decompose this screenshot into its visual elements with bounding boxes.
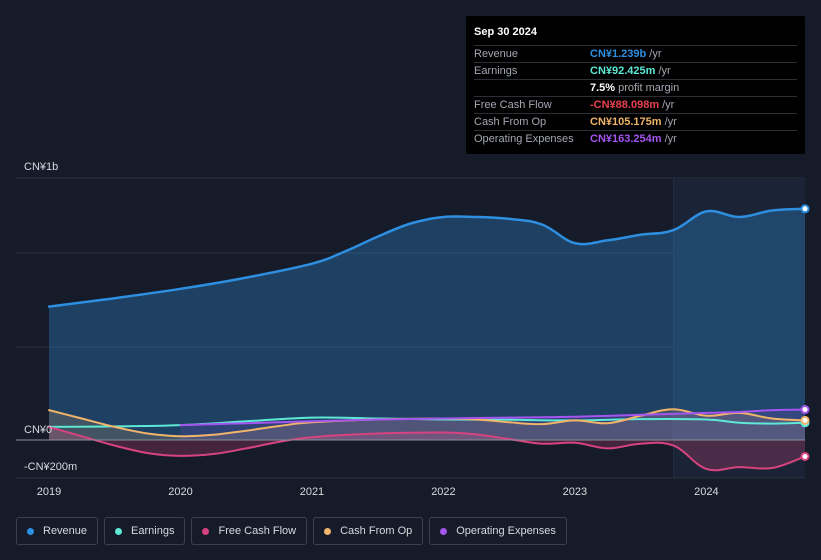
y-label-top: CN¥1b [24, 161, 58, 173]
x-label-2024: 2024 [694, 486, 718, 498]
tooltip-row-value: 7.5% [590, 82, 616, 94]
operating-expenses-area [180, 409, 805, 440]
legend-dot-icon [324, 527, 332, 535]
legend-item-revenue[interactable]: Revenue [16, 517, 99, 545]
legend-item-earnings[interactable]: Earnings [104, 517, 186, 545]
tooltip-row-operating-expenses: Operating Expenses CN¥163.254m/yr [474, 130, 797, 147]
legend-label: Free Cash Flow [218, 525, 297, 537]
tooltip-row-unit: /yr [649, 48, 662, 60]
tooltip-row-value: CN¥1.239b [590, 48, 647, 60]
legend-dot-icon [202, 527, 210, 535]
legend-dot-icon [27, 527, 34, 535]
legend-dot-icon [115, 527, 123, 535]
tooltip-row-label: Cash From Op [474, 116, 547, 128]
revenue-line [47, 207, 807, 308]
revenue-end-dot [800, 204, 810, 214]
tooltip-row-label: Revenue [474, 48, 519, 60]
cash-from-op-end-dot [800, 415, 810, 425]
tooltip-date: Sep 30 2024 [474, 26, 537, 38]
tooltip-row-profit-margin: 7.5% profit margin [474, 79, 797, 96]
tooltip-row-label: Operating Expenses [474, 133, 574, 145]
tooltip-row-value: -CN¥88.098m [590, 99, 660, 111]
operating-expenses-line [179, 408, 806, 427]
legend-label: Earnings [131, 525, 175, 537]
y-label-bottom: -CN¥200m [24, 461, 77, 473]
x-label-2023: 2023 [563, 486, 587, 498]
tooltip-row-label [474, 80, 590, 96]
legend-label: Cash From Op [340, 525, 413, 537]
legend-item-cash-from-op[interactable]: Cash From Op [313, 517, 424, 545]
series-end-markers [800, 204, 810, 461]
tooltip-row-free-cash-flow: Free Cash Flow -CN¥88.098m/yr [474, 96, 797, 113]
tooltip-row-value: CN¥105.175m [590, 116, 662, 128]
series-lines [47, 207, 807, 472]
tooltip-row-label: Free Cash Flow [474, 99, 552, 111]
legend-item-operating-expenses[interactable]: Operating Expenses [429, 517, 567, 545]
legend-label: Operating Expenses [456, 525, 556, 537]
free-cash-flow-area [49, 426, 805, 471]
tooltip-row-label: Earnings [474, 65, 518, 77]
legend-dot-icon [440, 527, 448, 535]
x-label-2019: 2019 [37, 486, 61, 498]
tooltip: Sep 30 2024 Revenue CN¥1.239b/yr Earnings C… [466, 16, 805, 154]
highlight-band [673, 178, 805, 478]
free-cash-flow-end-dot [800, 451, 810, 461]
legend-label: Revenue [43, 525, 88, 537]
free-cash-flow-line [48, 425, 806, 472]
tooltip-row-revenue: Revenue CN¥1.239b/yr [474, 45, 797, 62]
tooltip-row-unit: profit margin [618, 82, 680, 94]
operating-expenses-end-dot [800, 405, 810, 415]
tooltip-row-unit: /yr [664, 133, 677, 145]
revenue-area [49, 208, 805, 440]
tooltip-row-value: CN¥92.425m [590, 65, 656, 77]
x-label-2020: 2020 [168, 486, 192, 498]
tooltip-row-earnings: Earnings CN¥92.425m/yr [474, 62, 797, 79]
tooltip-row-cash-from-op: Cash From Op CN¥105.175m/yr [474, 113, 797, 130]
legend-item-free-cash-flow[interactable]: Free Cash Flow [191, 517, 308, 545]
tooltip-row-unit: /yr [664, 116, 677, 128]
x-label-2021: 2021 [300, 486, 324, 498]
tooltip-row-unit: /yr [662, 99, 675, 111]
y-label-zero: CN¥0 [24, 424, 52, 436]
x-axis-labels: 2019 2020 2021 2022 2023 2024 [37, 486, 719, 498]
tooltip-rows: Revenue CN¥1.239b/yr Earnings CN¥92.425m/yr… [474, 45, 797, 147]
tooltip-row-unit: /yr [658, 65, 671, 77]
series-areas [49, 208, 805, 471]
x-label-2022: 2022 [431, 486, 455, 498]
tooltip-row-value: CN¥163.254m [590, 133, 662, 145]
legend: Revenue Earnings Free Cash Flow Cash From O… [16, 517, 567, 545]
